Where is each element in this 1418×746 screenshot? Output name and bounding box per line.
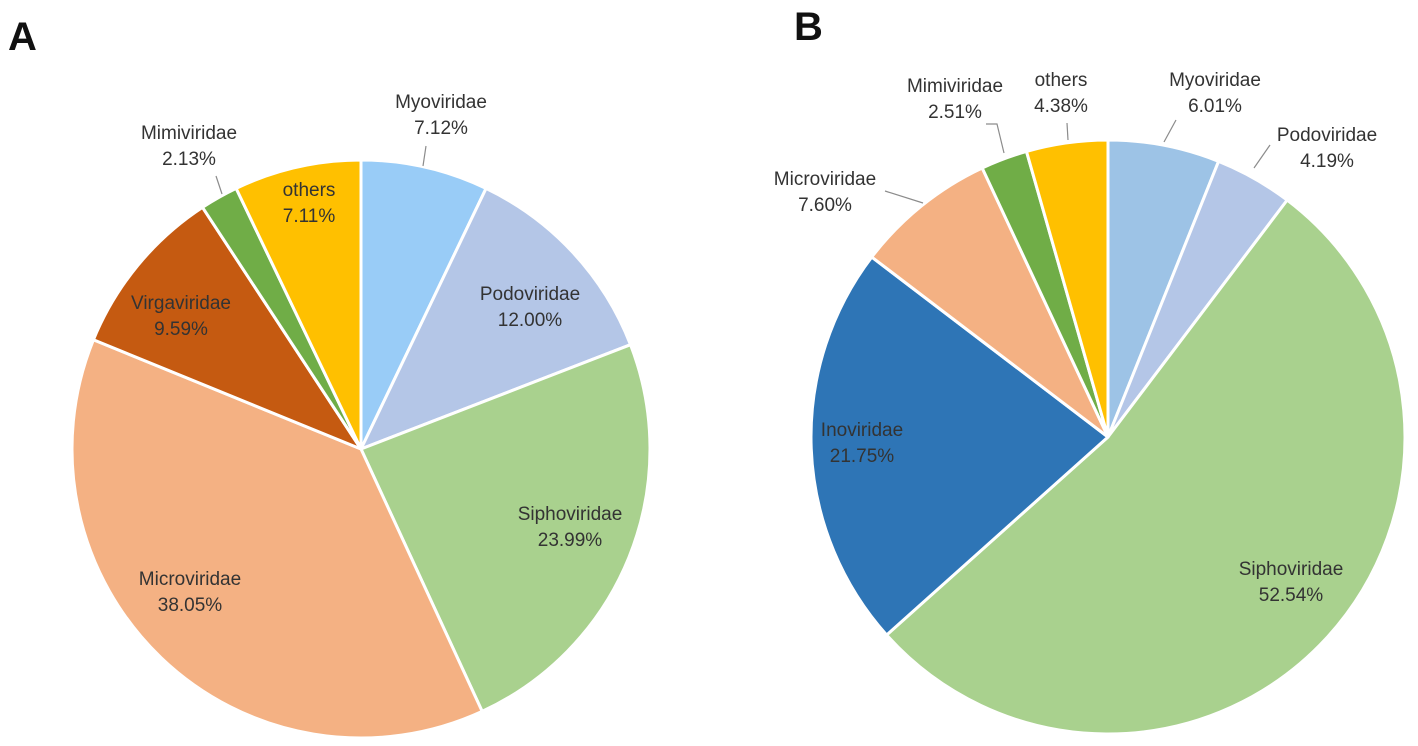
- pie-b-leader-microviridae: [884, 190, 924, 204]
- pie-b-label-others: others: [1035, 70, 1088, 91]
- pie-a-value-siphoviridae: 23.99%: [538, 530, 603, 551]
- pie-b-value-others: 4.38%: [1034, 96, 1088, 117]
- pie-a-slice-siphoviridae: [359, 343, 652, 713]
- pie-b-slice-microviridae: [870, 166, 1110, 439]
- pie-chart-a: Myoviridae 7.12% Podoviridae 12.00% Siphovir…: [70, 92, 652, 740]
- pie-a-label-siphoviridae: Siphoviridae: [518, 504, 623, 525]
- pie-b-label-podoviridae: Podoviridae: [1277, 125, 1377, 146]
- pie-a-label-mimiviridae: Mimiviridae: [141, 123, 237, 144]
- pie-a-slice-microviridae: [70, 338, 484, 740]
- pie-a-value-mimiviridae: 2.13%: [162, 149, 216, 170]
- pie-b-leader-podoviridae: [1253, 144, 1271, 169]
- pie-a-slice-myoviridae: [359, 158, 488, 451]
- pie-a-value-myoviridae: 7.12%: [414, 118, 468, 139]
- pie-a-label-virgaviridae: Virgaviridae: [131, 293, 231, 314]
- pie-a-slice-podoviridae: [359, 186, 633, 451]
- pie-a-slice-others: [234, 158, 363, 451]
- pie-b-label-siphoviridae: Siphoviridae: [1239, 559, 1344, 580]
- pie-a-value-others: 7.11%: [283, 206, 336, 227]
- pie-b-slice-siphoviridae: [885, 198, 1407, 736]
- pie-b-value-siphoviridae: 52.54%: [1259, 585, 1324, 606]
- pie-b-label-microviridae: Microviridae: [774, 169, 876, 190]
- panel-letter-a: A: [8, 15, 37, 59]
- pie-b-value-myoviridae: 6.01%: [1188, 96, 1242, 117]
- pie-b-value-microviridae: 7.60%: [798, 195, 852, 216]
- pie-b-value-inoviridae: 21.75%: [830, 446, 895, 467]
- panel-letter-b: B: [794, 5, 823, 49]
- pie-b-label-myoviridae: Myoviridae: [1169, 70, 1261, 91]
- pie-a-leader-myoviridae: [422, 145, 427, 167]
- pie-a-label-myoviridae: Myoviridae: [395, 92, 487, 113]
- pie-b-leader-myoviridae: [1163, 119, 1177, 143]
- pie-b-slice-inoviridae: [809, 255, 1110, 637]
- pie-a-label-podoviridae: Podoviridae: [480, 284, 580, 305]
- pie-b-leader-others: [1066, 122, 1069, 141]
- pie-b-value-mimiviridae: 2.51%: [928, 102, 982, 123]
- pie-b-leader-mimiviridae: [986, 123, 1005, 154]
- pie-b-value-podoviridae: 4.19%: [1300, 151, 1354, 172]
- pie-a-value-microviridae: 38.05%: [158, 595, 223, 616]
- pie-a-value-virgaviridae: 9.59%: [154, 319, 208, 340]
- pie-a-label-others: others: [283, 180, 336, 201]
- pie-a-value-podoviridae: 12.00%: [498, 310, 563, 331]
- pie-chart-b: Myoviridae 6.01% Podoviridae 4.19% Siphoviri…: [774, 70, 1407, 736]
- pie-b-label-inoviridae: Inoviridae: [821, 420, 903, 441]
- pie-a-slice-virgaviridae: [91, 205, 363, 451]
- pie-b-label-mimiviridae: Mimiviridae: [907, 76, 1003, 97]
- pie-b-slice-others: [1024, 138, 1110, 439]
- pie-a-leader-mimiviridae: [215, 175, 223, 195]
- pie-a-label-microviridae: Microviridae: [139, 569, 241, 590]
